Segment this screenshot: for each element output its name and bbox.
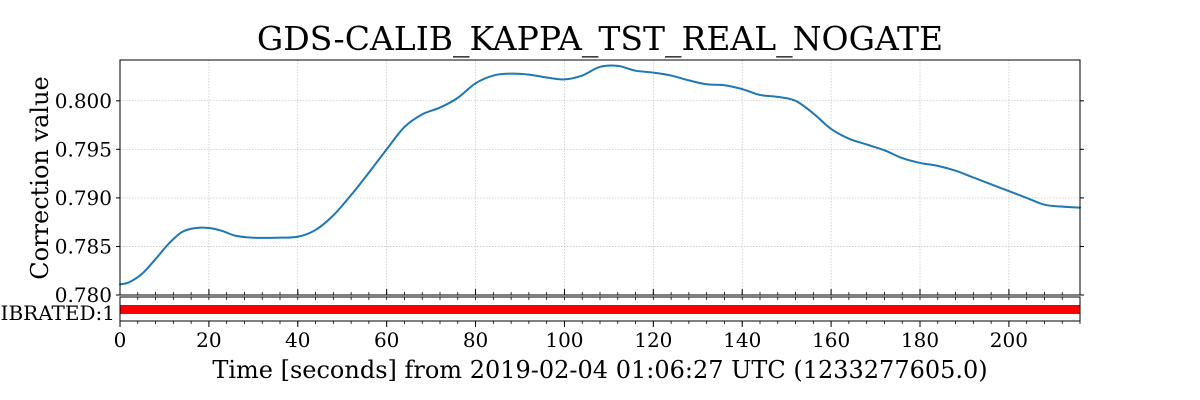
segment-bar	[120, 305, 1080, 314]
x-tick-label: 40	[285, 328, 310, 352]
y-axis: 0.780 0.785 0.790 0.795 0.800	[55, 89, 1084, 307]
plot-frame	[119, 59, 1081, 296]
grid	[119, 60, 1080, 296]
chart-title: GDS-CALIB_KAPPA_TST_REAL_NOGATE	[257, 19, 943, 59]
x-tick-label: 140	[723, 328, 761, 352]
x-tick-label: 20	[196, 328, 221, 352]
x-tick-label: 160	[812, 328, 850, 352]
x-axis-label: Time [seconds] from 2019-02-04 01:06:27 …	[212, 356, 987, 384]
y-tick-label: 0.790	[55, 186, 112, 210]
x-tick-label: 200	[990, 328, 1028, 352]
segment-label: IBRATED:1	[1, 301, 115, 325]
segment-axes: IBRATED:1 0 20 40 60 80 100 120 140 160 180 200	[1, 289, 1081, 352]
x-tick-label: 60	[374, 328, 399, 352]
x-tick-label: 100	[545, 328, 583, 352]
y-axis-label: Correction value	[26, 76, 54, 279]
y-tick-label: 0.795	[55, 137, 112, 161]
segment-track	[120, 305, 1080, 314]
x-tick-label: 0	[114, 328, 127, 352]
y-tick-label: 0.785	[55, 234, 112, 258]
x-tick-label: 120	[634, 328, 672, 352]
y-tick-label: 0.780	[55, 283, 112, 307]
y-tick-label: 0.800	[55, 89, 112, 113]
main-axes: 0.780 0.785 0.790 0.795 0.800 Correction val…	[26, 59, 1084, 307]
series-line	[119, 64, 1081, 286]
x-axis: 0 20 40 60 80 100 120 140 160 180 200	[114, 289, 1081, 352]
x-tick-label: 80	[463, 328, 488, 352]
x-tick-label: 180	[901, 328, 939, 352]
